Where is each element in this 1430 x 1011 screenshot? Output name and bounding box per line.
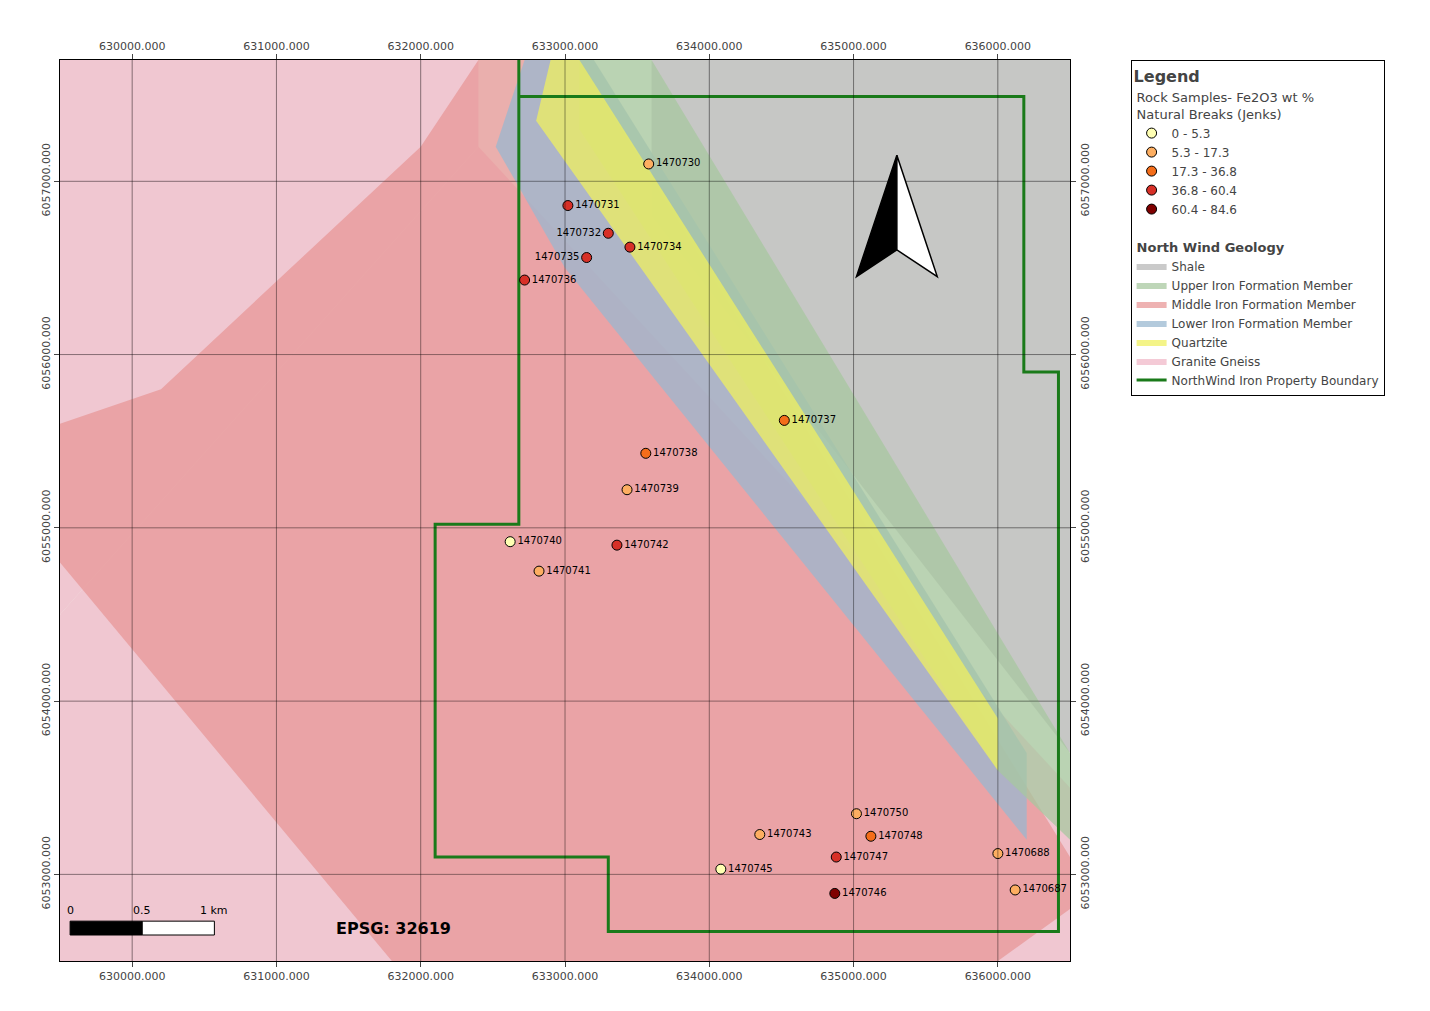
svg-text:1470687: 1470687 [1022, 883, 1067, 894]
svg-text:1470739: 1470739 [634, 483, 679, 494]
svg-text:1 km: 1 km [200, 904, 228, 917]
svg-text:60.4 - 84.6: 60.4 - 84.6 [1172, 203, 1237, 217]
svg-text:632000.000: 632000.000 [387, 970, 453, 983]
svg-text:636000.000: 636000.000 [965, 40, 1031, 53]
svg-text:5.3 - 17.3: 5.3 - 17.3 [1172, 146, 1230, 160]
svg-text:633000.000: 633000.000 [532, 40, 598, 53]
svg-text:633000.000: 633000.000 [532, 970, 598, 983]
svg-text:630000.000: 630000.000 [99, 970, 165, 983]
svg-text:1470730: 1470730 [656, 157, 701, 168]
svg-text:North Wind Geology: North Wind Geology [1137, 240, 1285, 255]
svg-text:Legend: Legend [1134, 67, 1200, 86]
svg-text:1470732: 1470732 [556, 227, 601, 238]
svg-text:635000.000: 635000.000 [820, 970, 886, 983]
svg-text:0: 0 [67, 904, 74, 917]
svg-text:6054000.000: 6054000.000 [40, 663, 53, 736]
svg-text:1470737: 1470737 [792, 414, 837, 425]
svg-text:0.5: 0.5 [133, 904, 151, 917]
svg-text:636000.000: 636000.000 [965, 970, 1031, 983]
svg-text:Middle Iron Formation Member: Middle Iron Formation Member [1172, 298, 1356, 312]
svg-text:634000.000: 634000.000 [676, 970, 742, 983]
svg-text:6057000.000: 6057000.000 [1079, 143, 1092, 216]
svg-text:1470736: 1470736 [532, 274, 577, 285]
svg-text:0 - 5.3: 0 - 5.3 [1172, 127, 1211, 141]
svg-text:1470740: 1470740 [517, 535, 562, 546]
svg-text:632000.000: 632000.000 [387, 40, 453, 53]
svg-text:Lower Iron Formation Member: Lower Iron Formation Member [1172, 317, 1353, 331]
svg-text:1470750: 1470750 [864, 807, 909, 818]
svg-text:6053000.000: 6053000.000 [1079, 836, 1092, 909]
svg-text:1470747: 1470747 [844, 851, 889, 862]
svg-text:1470731: 1470731 [575, 199, 620, 210]
svg-text:1470742: 1470742 [624, 539, 669, 550]
svg-text:1470741: 1470741 [546, 565, 591, 576]
svg-text:6053000.000: 6053000.000 [40, 836, 53, 909]
svg-text:1470734: 1470734 [637, 241, 682, 252]
svg-text:Granite Gneiss: Granite Gneiss [1172, 355, 1261, 369]
svg-text:36.8 - 60.4: 36.8 - 60.4 [1172, 184, 1237, 198]
svg-text:1470688: 1470688 [1005, 847, 1050, 858]
svg-text:6057000.000: 6057000.000 [40, 143, 53, 216]
svg-text:1470745: 1470745 [728, 863, 773, 874]
svg-text:6055000.000: 6055000.000 [1079, 489, 1092, 562]
svg-text:630000.000: 630000.000 [99, 40, 165, 53]
svg-text:1470743: 1470743 [767, 828, 812, 839]
svg-text:Shale: Shale [1172, 260, 1205, 274]
svg-text:Upper Iron Formation Member: Upper Iron Formation Member [1172, 279, 1353, 293]
svg-text:1470735: 1470735 [535, 251, 580, 262]
svg-text:6055000.000: 6055000.000 [40, 489, 53, 562]
svg-text:631000.000: 631000.000 [243, 40, 309, 53]
svg-text:17.3 - 36.8: 17.3 - 36.8 [1172, 165, 1237, 179]
svg-text:EPSG: 32619: EPSG: 32619 [336, 919, 451, 938]
svg-text:6056000.000: 6056000.000 [1079, 316, 1092, 389]
svg-text:1470738: 1470738 [653, 447, 698, 458]
svg-text:NorthWind Iron Property Bounda: NorthWind Iron Property Boundary [1172, 374, 1379, 388]
svg-text:635000.000: 635000.000 [820, 40, 886, 53]
svg-text:631000.000: 631000.000 [243, 970, 309, 983]
svg-text:6056000.000: 6056000.000 [40, 316, 53, 389]
svg-text:634000.000: 634000.000 [676, 40, 742, 53]
svg-text:Rock Samples- Fe2O3 wt %Natura: Rock Samples- Fe2O3 wt %Natural Breaks (… [1137, 90, 1314, 122]
svg-text:1470748: 1470748 [878, 830, 923, 841]
svg-text:1470746: 1470746 [842, 887, 887, 898]
svg-text:6054000.000: 6054000.000 [1079, 663, 1092, 736]
svg-text:Quartzite: Quartzite [1172, 336, 1228, 350]
